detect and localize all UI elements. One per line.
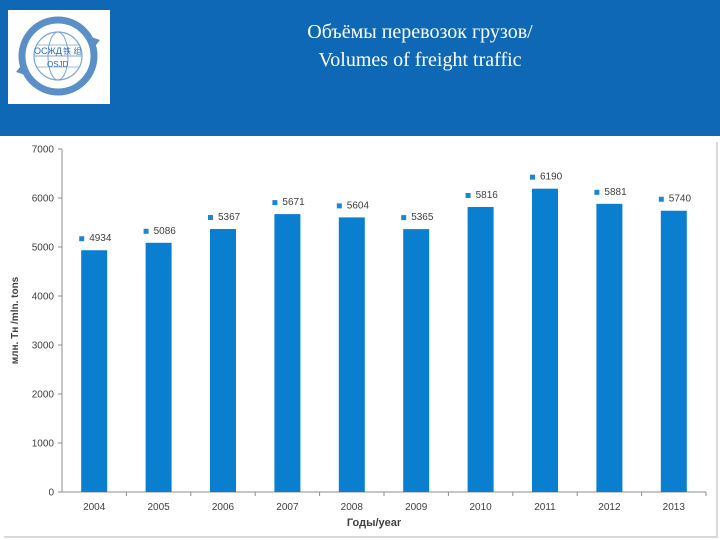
x-tick-label: 2011 [534, 502, 556, 513]
x-tick-label: 2006 [212, 502, 235, 513]
data-label-marker [79, 236, 85, 242]
slide-title-line2: Volumes of freight traffic [318, 49, 522, 71]
osjd-globe-logo-icon: ОСЖД 铁 组 OSJD [16, 16, 100, 96]
x-axis-label: Годы/year [347, 517, 402, 529]
data-label-marker [594, 189, 600, 195]
y-tick-label: 6000 [32, 194, 55, 205]
data-label: 6190 [540, 172, 563, 183]
data-label-marker [208, 215, 213, 221]
y-tick-label: 7000 [32, 145, 55, 156]
x-tick-label: 2004 [83, 502, 106, 513]
x-tick-label: 2012 [598, 502, 621, 513]
bar [145, 242, 172, 492]
logo-text-chinese: 铁 组 [63, 46, 82, 56]
data-label: 5365 [411, 212, 434, 223]
data-label: 5740 [669, 194, 692, 205]
y-tick-label: 4000 [32, 292, 55, 303]
data-label: 5881 [604, 187, 627, 198]
data-label: 5367 [218, 212, 241, 223]
data-label: 4934 [89, 233, 112, 244]
slide-title: Объёмы перевозок грузов/ Volumes of frei… [140, 18, 700, 74]
slide-title-line1: Объёмы перевозок грузов/ [307, 21, 533, 43]
bar [81, 250, 108, 492]
bar [532, 188, 558, 492]
x-tick-label: 2005 [147, 502, 170, 513]
data-label: 5086 [154, 226, 177, 237]
y-tick-label: 1000 [32, 439, 55, 450]
logo-text-code: OSJD [47, 60, 69, 69]
slide-header: ОСЖД 铁 组 OSJD Объёмы перевозок грузов/ V… [0, 0, 720, 136]
bar [274, 214, 301, 492]
bar [660, 210, 687, 492]
y-axis-label: млн. Тн /mln. tons [10, 276, 21, 364]
x-tick-label: 2007 [276, 502, 299, 513]
x-tick-label: 2013 [663, 502, 686, 513]
x-tick-label: 2008 [341, 502, 364, 513]
y-tick-label: 0 [48, 488, 54, 499]
bar [210, 229, 236, 492]
x-tick-label: 2009 [405, 502, 428, 513]
y-tick-label: 2000 [32, 390, 55, 401]
data-label-marker [530, 174, 535, 180]
x-tick-label: 2010 [469, 502, 492, 513]
bar [338, 217, 365, 492]
bar [596, 203, 623, 492]
y-tick-label: 3000 [32, 341, 55, 352]
logo-text-main: ОСЖД [34, 46, 62, 56]
data-label-marker [465, 193, 471, 199]
chart-area: 0 1000 2000 3000 4000 5000 6000 7000 2004 4934 20… [0, 136, 720, 540]
data-label-marker [658, 196, 664, 202]
y-tick-label: 5000 [32, 243, 55, 254]
bar [403, 229, 430, 492]
data-label-marker [143, 228, 149, 234]
data-label: 5671 [282, 197, 305, 208]
osjd-logo: ОСЖД 铁 组 OSJD [8, 10, 110, 104]
data-label-marker [336, 203, 342, 209]
data-label-marker [272, 200, 278, 206]
bar [467, 207, 494, 492]
freight-volume-bar-chart: 0 1000 2000 3000 4000 5000 6000 7000 2004 4934 20… [10, 145, 707, 529]
data-label: 5816 [476, 190, 499, 201]
data-label-marker [401, 215, 407, 221]
data-label: 5604 [347, 200, 370, 211]
